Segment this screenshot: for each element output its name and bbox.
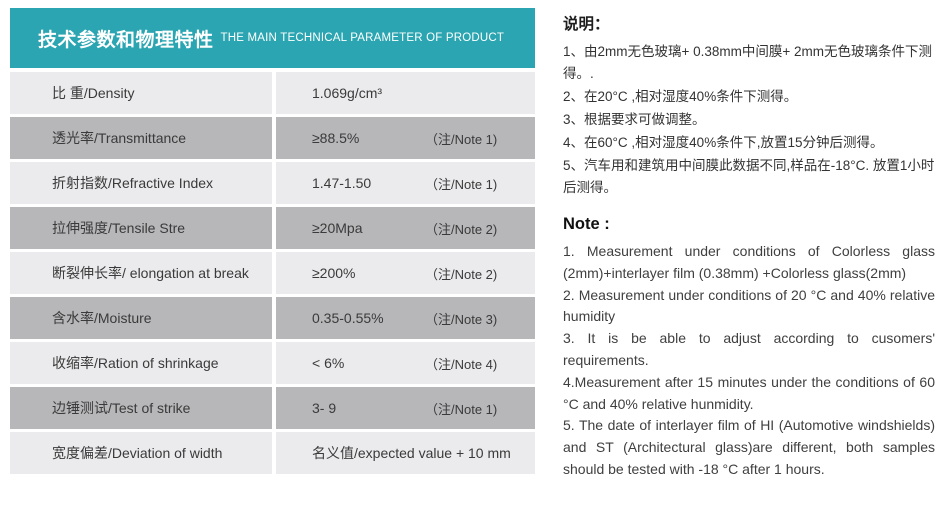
row-note: （注/Note 2) <box>425 221 498 237</box>
row-value: ≥88.5% <box>312 130 360 146</box>
notes-zh-heading: 说明： <box>563 16 610 33</box>
table-row: 宽度偏差/Deviation of width 名义值/expected valu… <box>10 432 535 474</box>
row-value-cell: 1.47-1.50 （注/Note 1) <box>276 162 535 204</box>
row-value-cell: ≥88.5% （注/Note 1) <box>276 117 535 159</box>
note-zh-item: 1、由2mm无色玻璃+ 0.38mm中间膜+ 2mm无色玻璃条件下测得。. <box>563 44 933 81</box>
row-value-cell: 名义值/expected value + 10 mm <box>276 432 535 474</box>
spec-table: 技术参数和物理特性 THE MAIN TECHNICAL PARAMETER O… <box>10 8 535 474</box>
table-title-en: THE MAIN TECHNICAL PARAMETER OF PRODUCT <box>220 31 505 45</box>
note-en-item: 1. Measurement under conditions of Color… <box>563 243 935 281</box>
table-rows: 比 重/Density 1.069g/cm³ 透光率/Transmittance ≥8… <box>10 72 535 474</box>
table-row: 比 重/Density 1.069g/cm³ <box>10 72 535 114</box>
notes-zh-list: 1、由2mm无色玻璃+ 0.38mm中间膜+ 2mm无色玻璃条件下测得。. 2、在… <box>563 41 935 199</box>
row-label: 透光率/Transmittance <box>10 117 272 159</box>
row-value: < 6% <box>312 355 345 371</box>
table-row: 断裂伸长率/ elongation at break ≥200% （注/Note 2… <box>10 252 535 294</box>
note-zh-item: 5、汽车用和建筑用中间膜此数据不同,样品在-18°C. 放置1小时后测得。 <box>563 158 935 195</box>
row-value: 名义值/expected value + 10 mm <box>312 445 511 461</box>
note-zh-item: 4、在60°C ,相对湿度40%条件下,放置15分钟后测得。 <box>563 135 884 150</box>
row-value-cell: 0.35-0.55% （注/Note 3) <box>276 297 535 339</box>
table-title-zh: 技术参数和物理特性 <box>38 29 214 51</box>
table-row: 透光率/Transmittance ≥88.5% （注/Note 1) <box>10 117 535 159</box>
table-row: 拉伸强度/Tensile Stre ≥20Mpa （注/Note 2) <box>10 207 535 249</box>
note-en-item: 3. It is be able to adjust according to … <box>563 330 935 368</box>
table-header: 技术参数和物理特性 THE MAIN TECHNICAL PARAMETER O… <box>10 8 535 68</box>
notes-en-list: 1. Measurement under conditions of Color… <box>563 241 935 481</box>
row-value: 0.35-0.55% <box>312 310 384 326</box>
note-en-item: 4.Measurement after 15 minutes under the… <box>563 373 935 412</box>
row-label: 断裂伸长率/ elongation at break <box>10 252 272 294</box>
row-label: 收缩率/Ration of shrinkage <box>10 342 272 384</box>
row-note: （注/Note 4) <box>425 356 498 372</box>
row-label: 拉伸强度/Tensile Stre <box>10 207 272 249</box>
note-en-item: 2. Measurement under conditions of 20 °C… <box>563 286 935 325</box>
row-value: 1.47-1.50 <box>312 175 372 191</box>
table-row: 边锤测试/Test of strike 3- 9 （注/Note 1) <box>10 387 535 429</box>
row-note: （注/Note 1) <box>425 401 498 417</box>
row-note: （注/Note 1) <box>425 176 498 192</box>
row-value: 3- 9 <box>312 400 337 416</box>
row-value-cell: ≥200% （注/Note 2) <box>276 252 535 294</box>
row-label: 含水率/Moisture <box>10 297 272 339</box>
row-value: 1.069g/cm³ <box>312 85 383 101</box>
table-row: 收缩率/Ration of shrinkage < 6% （注/Note 4) <box>10 342 535 384</box>
row-label: 折射指数/Refractive Index <box>10 162 272 204</box>
row-label: 宽度偏差/Deviation of width <box>10 432 272 474</box>
note-zh-item: 3、根据要求可做调整。 <box>563 112 706 127</box>
row-value: ≥200% <box>312 265 356 281</box>
row-value: ≥20Mpa <box>312 220 363 236</box>
row-value-cell: 3- 9 （注/Note 1) <box>276 387 535 429</box>
row-label: 比 重/Density <box>10 72 272 114</box>
row-note: （注/Note 3) <box>425 311 498 327</box>
notes-en-heading: Note : <box>563 215 610 233</box>
row-note: （注/Note 1) <box>425 131 498 147</box>
table-row: 折射指数/Refractive Index 1.47-1.50 （注/Note 1) <box>10 162 535 204</box>
row-value-cell: 1.069g/cm³ <box>276 72 535 114</box>
note-en-item: 5. The date of interlayer film of HI (Au… <box>563 417 935 477</box>
row-note: （注/Note 2) <box>425 266 498 282</box>
table-row: 含水率/Moisture 0.35-0.55% （注/Note 3) <box>10 297 535 339</box>
row-value-cell: < 6% （注/Note 4) <box>276 342 535 384</box>
note-zh-item: 2、在20°C ,相对湿度40%条件下测得。 <box>563 89 798 104</box>
row-value-cell: ≥20Mpa （注/Note 2) <box>276 207 535 249</box>
row-label: 边锤测试/Test of strike <box>10 387 272 429</box>
notes-panel: 说明： 1、由2mm无色玻璃+ 0.38mm中间膜+ 2mm无色玻璃条件下测得。… <box>563 12 935 481</box>
